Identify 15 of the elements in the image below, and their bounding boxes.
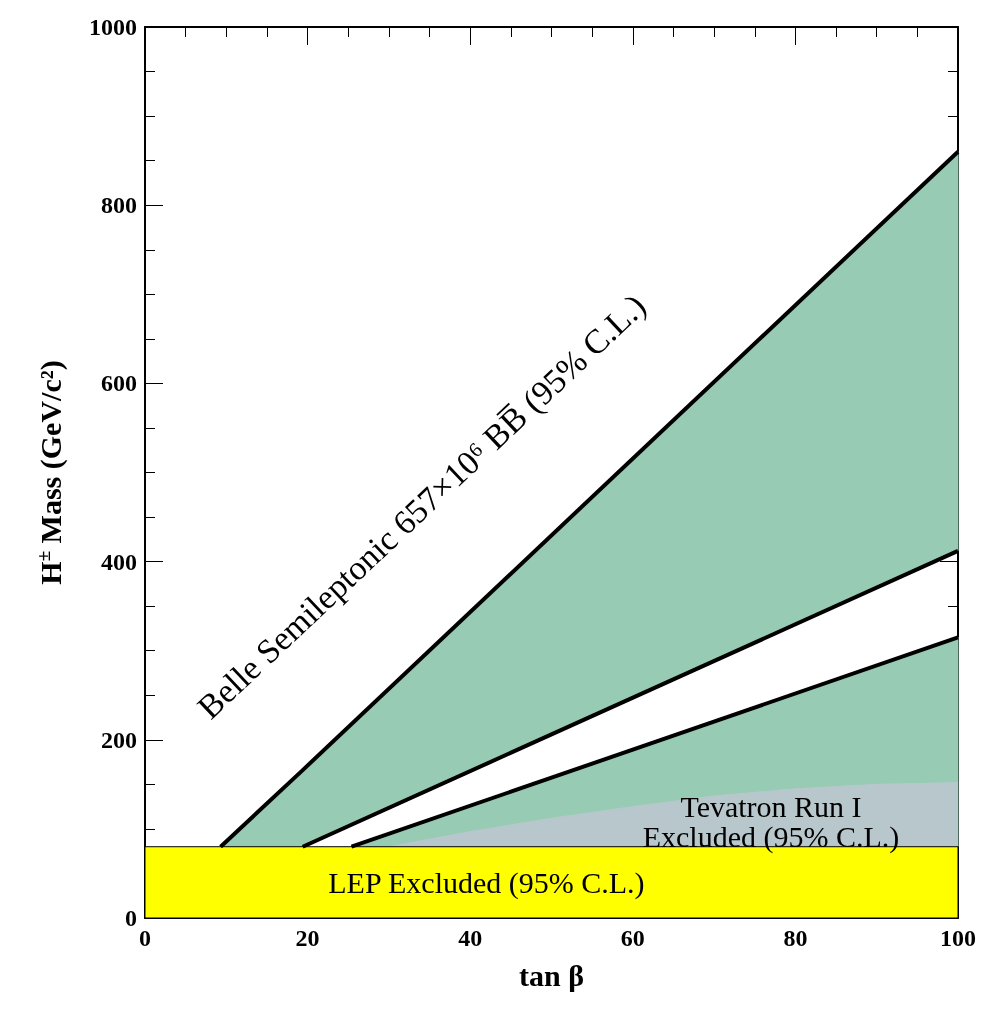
x-tick-label: 40 bbox=[458, 925, 483, 951]
y-axis-title: H± Mass (GeV/c²) bbox=[33, 360, 68, 585]
y-tick-label: 400 bbox=[101, 548, 137, 575]
y-tick-label: 800 bbox=[101, 192, 137, 219]
y-tick-label: 1000 bbox=[89, 14, 137, 40]
x-tick-label: 60 bbox=[620, 925, 645, 951]
y-tick-label: 600 bbox=[101, 370, 137, 397]
x-axis-title: tan β bbox=[519, 958, 584, 992]
y-tick-label: 200 bbox=[101, 726, 137, 753]
x-tick-label: 100 bbox=[940, 925, 976, 951]
x-tick-label: 20 bbox=[295, 925, 320, 951]
y-tick-label: 0 bbox=[125, 905, 137, 931]
x-tick-label: 80 bbox=[783, 925, 808, 951]
band-label: LEP Excluded (95% C.L.) bbox=[328, 865, 645, 900]
annotation: Tevatron Run I Excluded (95% C.L.) bbox=[642, 790, 900, 855]
